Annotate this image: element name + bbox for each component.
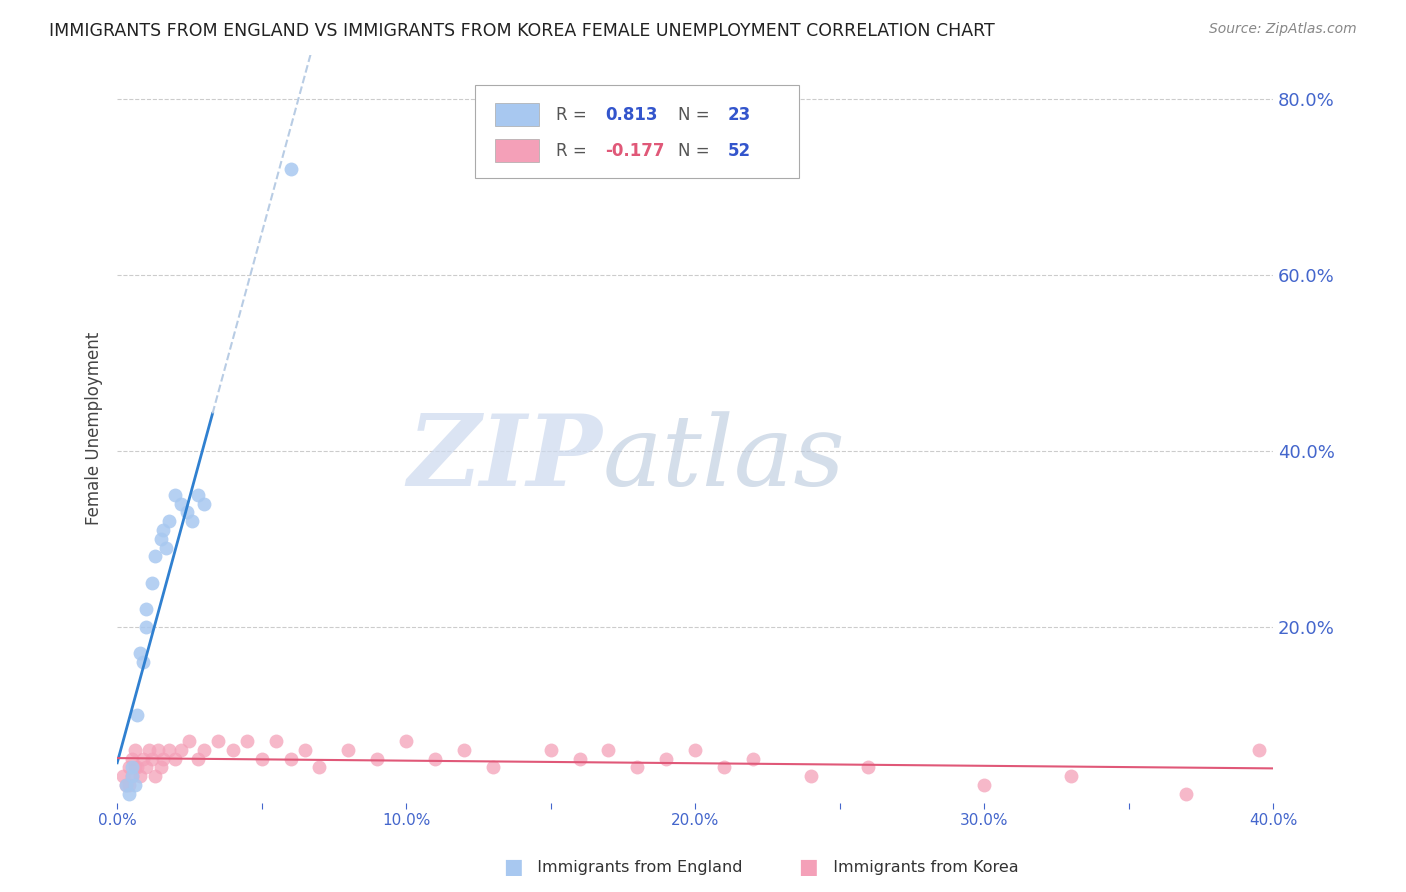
Point (683, 743, 706, 757)
Point (149, 760, 172, 774)
Point (118, 778, 141, 792)
Point (118, 760, 141, 774)
Text: atlas: atlas (603, 411, 845, 507)
Point (308, 760, 330, 774)
Y-axis label: Female Unemployment: Female Unemployment (86, 332, 103, 525)
Point (127, 760, 149, 774)
Point (395, 734, 418, 748)
Text: 52: 52 (727, 142, 751, 160)
Point (366, 751, 388, 765)
Point (152, 523, 174, 537)
Point (146, 743, 169, 757)
Bar (495, 103, 538, 126)
Point (264, 734, 287, 748)
Text: Immigrants from Korea: Immigrants from Korea (823, 860, 1018, 874)
Point (138, 743, 160, 757)
Point (157, 514, 180, 528)
Text: ■: ■ (503, 857, 523, 877)
Point (222, 743, 245, 757)
Point (141, 575, 163, 590)
Point (132, 655, 155, 669)
Point (143, 549, 166, 564)
Text: R =: R = (557, 105, 592, 124)
Point (181, 514, 204, 528)
Point (482, 760, 505, 774)
Point (741, 751, 763, 765)
Point (280, 162, 302, 177)
Point (1175, 787, 1198, 801)
Point (540, 743, 562, 757)
Point (124, 760, 146, 774)
Text: IMMIGRANTS FROM ENGLAND VS IMMIGRANTS FROM KOREA FEMALE UNEMPLOYMENT CORRELATION: IMMIGRANTS FROM ENGLAND VS IMMIGRANTS FR… (49, 22, 995, 40)
Point (655, 751, 678, 765)
Point (121, 769, 143, 783)
Point (115, 778, 138, 792)
Point (135, 602, 157, 616)
Point (111, 769, 134, 783)
Point (250, 751, 273, 765)
Point (121, 751, 143, 765)
Point (800, 769, 823, 783)
Text: Source: ZipAtlas.com: Source: ZipAtlas.com (1209, 22, 1357, 37)
Point (124, 743, 146, 757)
Point (713, 760, 735, 774)
Point (170, 497, 193, 511)
Text: R =: R = (557, 142, 592, 160)
Point (423, 751, 446, 765)
Point (170, 743, 193, 757)
Point (193, 743, 215, 757)
Point (294, 743, 316, 757)
Point (129, 646, 152, 660)
Text: 23: 23 (727, 105, 751, 124)
Text: Immigrants from England: Immigrants from England (527, 860, 742, 874)
Point (155, 541, 177, 555)
FancyBboxPatch shape (475, 85, 799, 178)
Point (141, 751, 163, 765)
Point (135, 620, 157, 634)
Point (129, 769, 152, 783)
Point (132, 751, 155, 765)
Point (280, 751, 302, 765)
Point (187, 751, 209, 765)
Point (121, 769, 143, 783)
Point (193, 497, 215, 511)
Point (121, 760, 143, 774)
Bar (495, 139, 538, 161)
Point (187, 488, 209, 502)
Point (115, 778, 138, 792)
Point (858, 760, 880, 774)
Point (149, 532, 172, 546)
Point (598, 743, 620, 757)
Text: ZIP: ZIP (408, 410, 603, 507)
Point (207, 734, 229, 748)
Point (124, 778, 146, 792)
Point (568, 751, 591, 765)
Point (157, 743, 180, 757)
Point (973, 778, 995, 792)
Point (118, 787, 141, 801)
Point (135, 760, 157, 774)
Point (163, 488, 186, 502)
Point (176, 505, 198, 519)
Point (127, 707, 149, 722)
Point (236, 734, 259, 748)
Text: 0.813: 0.813 (605, 105, 658, 124)
Text: -0.177: -0.177 (605, 142, 665, 160)
Point (163, 751, 186, 765)
Point (152, 751, 174, 765)
Point (143, 769, 166, 783)
Point (179, 734, 201, 748)
Text: N =: N = (678, 105, 714, 124)
Point (626, 760, 648, 774)
Point (337, 743, 360, 757)
Point (1247, 743, 1270, 757)
Point (453, 743, 475, 757)
Text: N =: N = (678, 142, 714, 160)
Text: ■: ■ (799, 857, 818, 877)
Point (1060, 769, 1083, 783)
